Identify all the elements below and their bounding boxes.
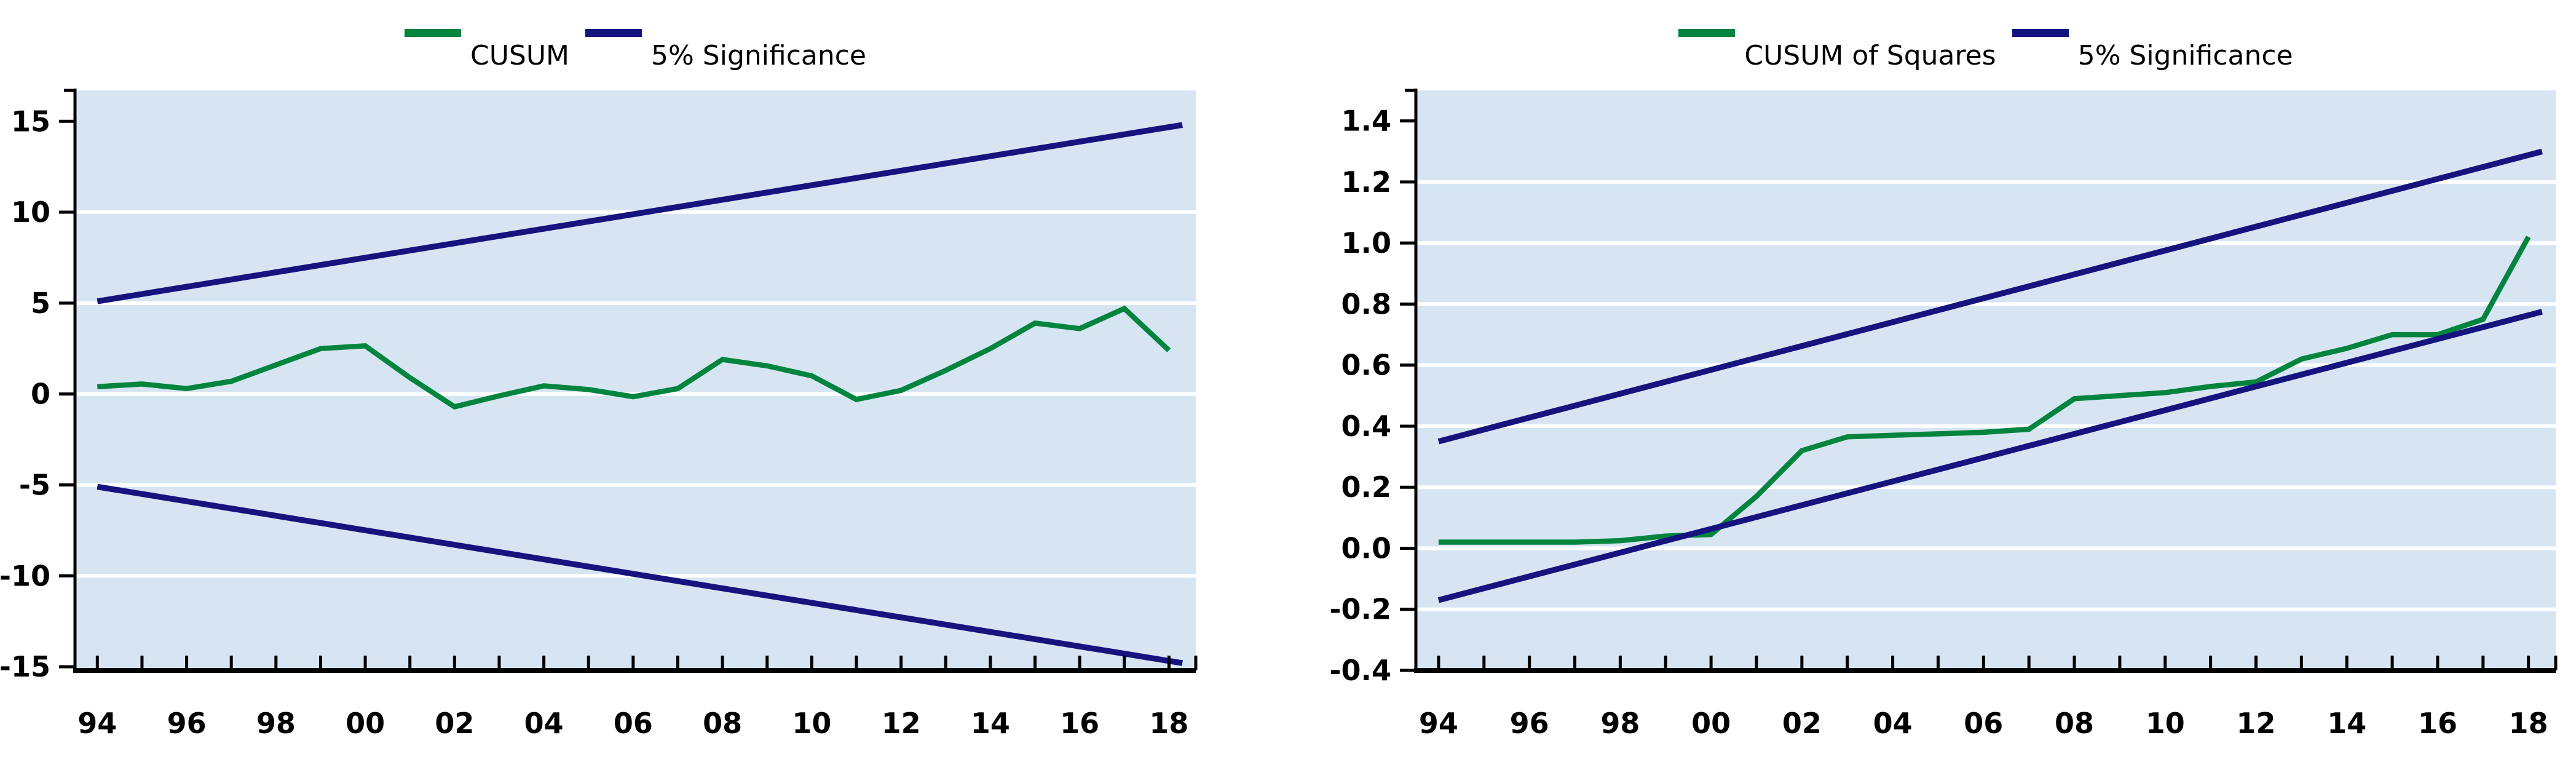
- y-tick-label: 1.2: [1341, 165, 1392, 199]
- x-tick-label: 04: [524, 707, 564, 740]
- x-tick-label: 94: [1419, 707, 1458, 740]
- x-tick-label: 10: [792, 707, 831, 740]
- legend-entry-significance: 5% Significance: [585, 25, 866, 71]
- y-tick-label: 0.6: [1341, 349, 1392, 382]
- x-tick-label: 16: [2418, 707, 2457, 740]
- cusum-legend: CUSUM 5% Significance: [75, 25, 1196, 71]
- x-tick-label: 08: [703, 707, 742, 740]
- y-tick-label: -10: [0, 559, 50, 592]
- cusum-of-squares-chart-panel: CUSUM of Squares 5% Significance 1.4 1.2 1…: [1288, 0, 2576, 770]
- y-tick-label: -15: [0, 650, 50, 683]
- cusum-of-squares-legend-label: CUSUM of Squares: [1744, 40, 1996, 71]
- y-tick-label: -5: [19, 468, 50, 501]
- x-tick-label: 02: [1782, 707, 1822, 740]
- cusum-plot-svg: 15 10 5 0 -5 -10 -15 94 96 98 00 02 04 06 08 10 12 14 16 18: [0, 89, 1198, 740]
- plot-background: [1416, 90, 2556, 670]
- cusum-of-squares-plot-svg: 1.4 1.2 1.0 0.8 0.6 0.4 0.2 0.0 -0.2 -0.4 94 96 98 00…: [1329, 89, 2558, 740]
- cusum-of-squares-legend: CUSUM of Squares 5% Significance: [1416, 25, 2556, 71]
- x-tick-label: 12: [882, 707, 921, 740]
- cusum-of-squares-line-swatch: [1678, 29, 1736, 37]
- y-tick-label: 1.0: [1341, 226, 1392, 260]
- significance-bound-line-cusum: [97, 122, 1183, 304]
- x-tick-label: 14: [2327, 707, 2366, 740]
- y-tick-label: 10: [11, 196, 50, 229]
- y-tick-label: -0.2: [1329, 593, 1391, 626]
- y-tick-label: 0.8: [1341, 287, 1392, 320]
- x-tick-label: 00: [346, 707, 385, 740]
- x-tick-label: 96: [1510, 707, 1549, 740]
- plot-background: [75, 90, 1196, 670]
- y-tick-label: 5: [31, 287, 50, 320]
- x-tick-label: 16: [1060, 707, 1099, 740]
- y-tick-label: 15: [11, 105, 50, 138]
- x-tick-label: 06: [614, 707, 653, 740]
- x-tick-label: 98: [256, 707, 296, 740]
- y-tick-label: 0: [31, 378, 50, 411]
- x-tick-label: 08: [2055, 707, 2094, 740]
- x-tick-label: 18: [2509, 707, 2548, 740]
- legend-entry-cusum-of-squares: CUSUM of Squares: [1678, 25, 1996, 71]
- y-tick-label: 1.4: [1341, 105, 1392, 138]
- significance-line-swatch: [585, 29, 642, 37]
- series-line-cusum: [97, 305, 1171, 410]
- significance-bound-line-cusum_of_squares: [1437, 148, 2543, 445]
- y-tick-label: 0.4: [1341, 410, 1392, 443]
- x-tick-label: 12: [2236, 707, 2275, 740]
- significance-legend-label: 5% Significance: [651, 40, 867, 71]
- x-tick-label: 04: [1873, 707, 1913, 740]
- x-tick-label: 98: [1600, 707, 1640, 740]
- x-tick-label: 00: [1691, 707, 1731, 740]
- legend-entry-cusum: CUSUM: [404, 25, 569, 71]
- y-tick-label: 0.0: [1341, 531, 1392, 565]
- significance-sq-line-swatch: [2012, 29, 2069, 37]
- x-tick-label: 02: [435, 707, 474, 740]
- x-tick-label: 14: [971, 707, 1010, 740]
- y-tick-label: -0.4: [1329, 654, 1391, 687]
- x-tick-label: 06: [1964, 707, 2003, 740]
- significance-bound-line-cusum_of_squares: [1437, 309, 2543, 603]
- significance-sq-legend-label: 5% Significance: [2077, 40, 2293, 71]
- cusum-legend-label: CUSUM: [470, 40, 569, 71]
- y-tick-label: 0.2: [1341, 470, 1392, 504]
- cusum-chart-panel: CUSUM 5% Significance 15 10 5 0 -5 -10 -15 94 96…: [0, 25, 1198, 740]
- x-tick-label: 10: [2146, 707, 2185, 740]
- series-line-cusum_of_squares: [1438, 236, 2531, 545]
- x-tick-label: 96: [167, 707, 207, 740]
- cusum-line-swatch: [404, 29, 461, 37]
- significance-bound-line-cusum: [97, 483, 1183, 666]
- x-tick-label: 94: [77, 707, 117, 740]
- legend-entry-significance-sq: 5% Significance: [2012, 25, 2293, 71]
- x-tick-label: 18: [1149, 707, 1188, 740]
